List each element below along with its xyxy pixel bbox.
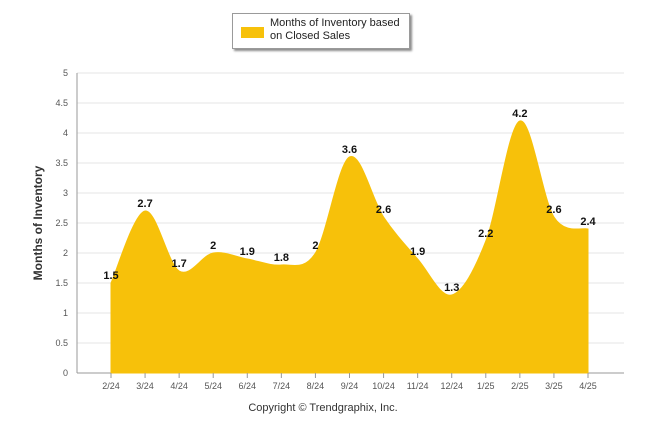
y-tick-label: 1.5 bbox=[55, 278, 68, 288]
x-tick-label: 2/25 bbox=[511, 381, 529, 391]
y-tick-label: 4 bbox=[63, 128, 68, 138]
x-tick-label: 5/24 bbox=[204, 381, 222, 391]
x-tick-label: 6/24 bbox=[239, 381, 257, 391]
x-tick-label: 1/25 bbox=[477, 381, 495, 391]
data-label: 2 bbox=[210, 240, 216, 252]
y-tick-label: 0 bbox=[63, 368, 68, 378]
x-tick-label: 10/24 bbox=[372, 381, 395, 391]
x-tick-label: 8/24 bbox=[307, 381, 325, 391]
y-tick-label: 1 bbox=[63, 308, 68, 318]
legend: Months of Inventory based on Closed Sale… bbox=[232, 13, 410, 49]
data-label: 1.7 bbox=[171, 258, 186, 270]
x-tick-label: 12/24 bbox=[440, 381, 463, 391]
x-tick-label: 9/24 bbox=[341, 381, 359, 391]
y-tick-label: 2 bbox=[63, 248, 68, 258]
copyright-text: Copyright © Trendgraphix, Inc. bbox=[248, 402, 398, 414]
x-tick-label: 3/25 bbox=[545, 381, 563, 391]
y-tick-label: 0.5 bbox=[55, 338, 68, 348]
x-tick-label: 11/24 bbox=[407, 381, 429, 391]
data-label: 1.5 bbox=[103, 270, 118, 282]
x-tick-label: 2/24 bbox=[102, 381, 120, 391]
data-label: 2.4 bbox=[580, 216, 596, 228]
data-label: 2.6 bbox=[376, 204, 391, 216]
data-label: 1.3 bbox=[444, 282, 459, 294]
x-tick-label: 4/24 bbox=[170, 381, 188, 391]
data-label: 2.6 bbox=[546, 204, 561, 216]
data-label: 2 bbox=[312, 240, 318, 252]
legend-label: Months of Inventory based on Closed Sale… bbox=[270, 17, 400, 42]
data-label: 1.9 bbox=[410, 246, 425, 258]
data-label: 1.9 bbox=[240, 246, 255, 258]
legend-swatch bbox=[241, 27, 264, 38]
y-tick-label: 3.5 bbox=[55, 158, 68, 168]
data-label: 4.2 bbox=[512, 108, 527, 120]
area-series-fill bbox=[110, 120, 589, 374]
y-tick-label: 4.5 bbox=[55, 98, 68, 108]
y-tick-label: 5 bbox=[63, 68, 68, 78]
y-axis-label: Months of Inventory bbox=[31, 165, 45, 280]
data-label: 3.6 bbox=[342, 144, 357, 156]
x-tick-label: 4/25 bbox=[579, 381, 597, 391]
y-tick-label: 3 bbox=[63, 188, 68, 198]
data-label: 2.2 bbox=[478, 228, 493, 240]
x-tick-label: 7/24 bbox=[273, 381, 291, 391]
data-label: 1.8 bbox=[274, 252, 289, 264]
data-label: 2.7 bbox=[137, 198, 152, 210]
y-tick-label: 2.5 bbox=[55, 218, 68, 228]
x-tick-label: 3/24 bbox=[136, 381, 154, 391]
